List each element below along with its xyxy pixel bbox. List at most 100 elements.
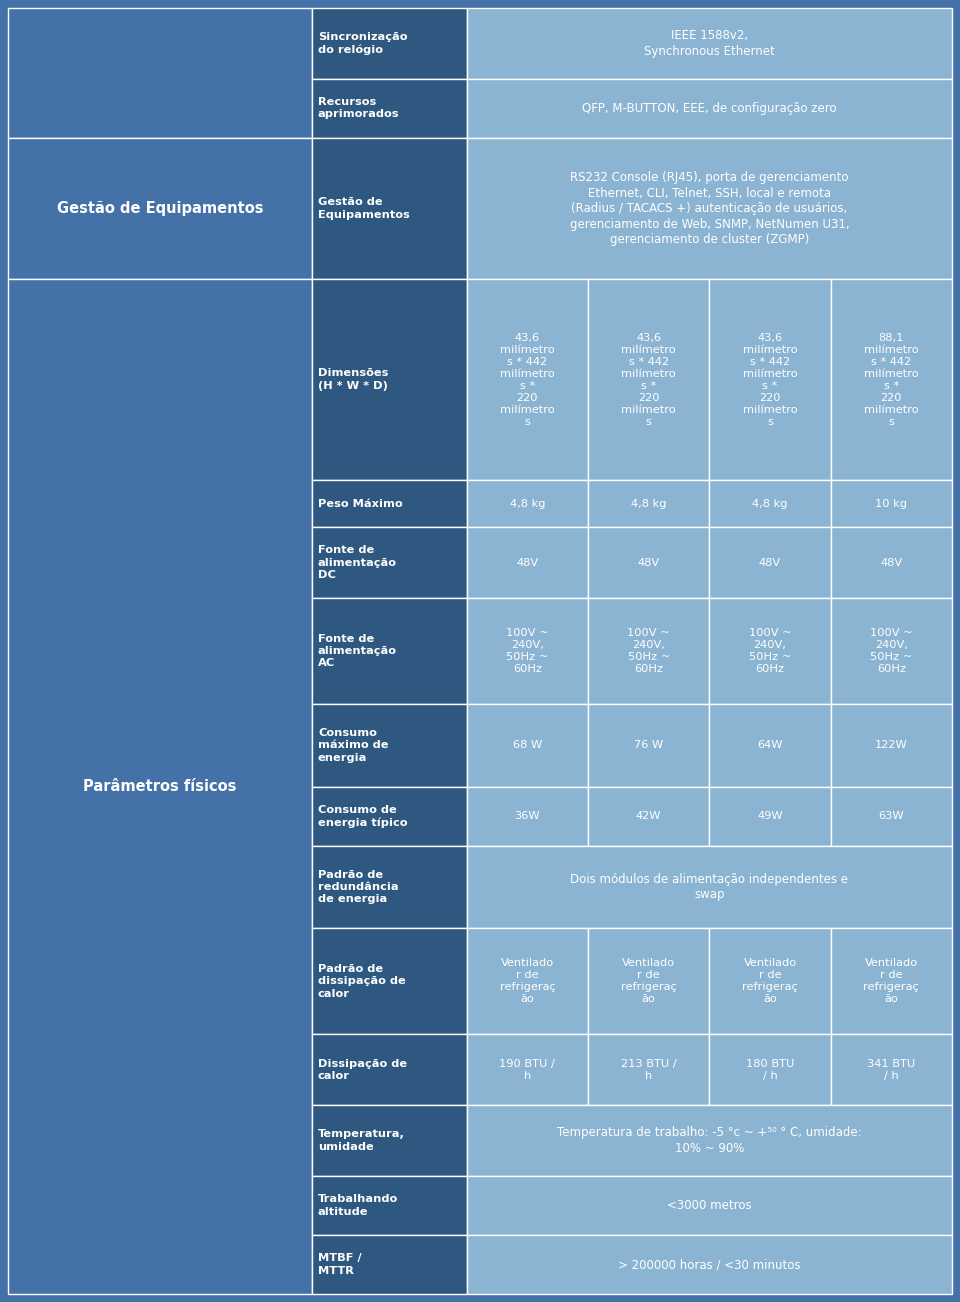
Bar bbox=[312, 786, 467, 846]
Bar bbox=[588, 527, 709, 598]
Text: 180 BTU
/ h: 180 BTU / h bbox=[746, 1059, 794, 1081]
Text: 213 BTU /
h: 213 BTU / h bbox=[621, 1059, 677, 1081]
Text: > 200000 horas / <30 minutos: > 200000 horas / <30 minutos bbox=[618, 1258, 801, 1271]
Text: 48V: 48V bbox=[759, 557, 781, 568]
Bar bbox=[467, 79, 952, 138]
Bar bbox=[312, 846, 467, 928]
Bar bbox=[312, 79, 467, 138]
Bar bbox=[588, 1035, 709, 1105]
Bar bbox=[467, 1105, 952, 1176]
Bar bbox=[467, 704, 588, 786]
Text: Ventilado
r de
refrigeraç
ão: Ventilado r de refrigeraç ão bbox=[863, 958, 920, 1004]
Bar bbox=[830, 480, 952, 527]
Bar bbox=[312, 1176, 467, 1236]
Bar bbox=[312, 928, 467, 1035]
Bar bbox=[709, 1035, 830, 1105]
Bar bbox=[312, 704, 467, 786]
Text: Ventilado
r de
refrigeraç
ão: Ventilado r de refrigeraç ão bbox=[499, 958, 555, 1004]
Text: 49W: 49W bbox=[757, 811, 782, 822]
Bar bbox=[467, 928, 588, 1035]
Bar bbox=[467, 1236, 952, 1294]
Bar bbox=[8, 280, 312, 1294]
Text: RS232 Console (RJ45), porta de gerenciamento
Ethernet, CLI, Telnet, SSH, local e: RS232 Console (RJ45), porta de gerenciam… bbox=[569, 171, 850, 246]
Bar bbox=[467, 1035, 588, 1105]
Bar bbox=[312, 8, 467, 79]
Text: Consumo
máximo de
energia: Consumo máximo de energia bbox=[318, 728, 389, 763]
Bar bbox=[8, 8, 312, 138]
Bar bbox=[709, 704, 830, 786]
Bar bbox=[467, 8, 952, 79]
Bar bbox=[467, 786, 588, 846]
Text: Gestão de Equipamentos: Gestão de Equipamentos bbox=[57, 201, 263, 216]
Bar bbox=[467, 138, 952, 280]
Bar bbox=[830, 598, 952, 704]
Text: 76 W: 76 W bbox=[635, 741, 663, 750]
Text: 48V: 48V bbox=[637, 557, 660, 568]
Text: QFP, M-BUTTON, EEE, de configuração zero: QFP, M-BUTTON, EEE, de configuração zero bbox=[582, 102, 837, 115]
Text: 341 BTU
/ h: 341 BTU / h bbox=[867, 1059, 916, 1081]
Text: 190 BTU /
h: 190 BTU / h bbox=[499, 1059, 556, 1081]
Text: 68 W: 68 W bbox=[513, 741, 542, 750]
Text: Fonte de
alimentação
DC: Fonte de alimentação DC bbox=[318, 546, 397, 579]
Text: 64W: 64W bbox=[757, 741, 782, 750]
Text: 122W: 122W bbox=[875, 741, 908, 750]
Text: Padrão de
redundância
de energia: Padrão de redundância de energia bbox=[318, 870, 398, 905]
Text: 43,6
milímetro
s * 442
milímetro
s *
220
milímetro
s: 43,6 milímetro s * 442 milímetro s * 220… bbox=[621, 332, 676, 427]
Text: Recursos
aprimorados: Recursos aprimorados bbox=[318, 98, 399, 120]
Bar bbox=[312, 1035, 467, 1105]
Text: 100V ~
240V,
50Hz ~
60Hz: 100V ~ 240V, 50Hz ~ 60Hz bbox=[628, 628, 670, 674]
Text: 88,1
milímetro
s * 442
milímetro
s *
220
milímetro
s: 88,1 milímetro s * 442 milímetro s * 220… bbox=[864, 332, 919, 427]
Text: 4,8 kg: 4,8 kg bbox=[753, 499, 788, 509]
Text: 43,6
milímetro
s * 442
milímetro
s *
220
milímetro
s: 43,6 milímetro s * 442 milímetro s * 220… bbox=[500, 332, 555, 427]
Bar bbox=[312, 1236, 467, 1294]
Text: 42W: 42W bbox=[636, 811, 661, 822]
Bar bbox=[467, 527, 588, 598]
Text: Parâmetros físicos: Parâmetros físicos bbox=[84, 779, 237, 794]
Text: Dissipação de
calor: Dissipação de calor bbox=[318, 1059, 407, 1081]
Text: Fonte de
alimentação
AC: Fonte de alimentação AC bbox=[318, 634, 397, 668]
Text: 100V ~
240V,
50Hz ~
60Hz: 100V ~ 240V, 50Hz ~ 60Hz bbox=[506, 628, 549, 674]
Text: Padrão de
dissipação de
calor: Padrão de dissipação de calor bbox=[318, 963, 406, 999]
Bar bbox=[709, 280, 830, 480]
Bar bbox=[830, 704, 952, 786]
Text: 48V: 48V bbox=[516, 557, 539, 568]
Bar bbox=[588, 280, 709, 480]
Text: Gestão de
Equipamentos: Gestão de Equipamentos bbox=[318, 198, 410, 220]
Bar bbox=[709, 786, 830, 846]
Bar bbox=[830, 527, 952, 598]
Text: 43,6
milímetro
s * 442
milímetro
s *
220
milímetro
s: 43,6 milímetro s * 442 milímetro s * 220… bbox=[743, 332, 798, 427]
Bar bbox=[312, 280, 467, 480]
Text: 100V ~
240V,
50Hz ~
60Hz: 100V ~ 240V, 50Hz ~ 60Hz bbox=[870, 628, 913, 674]
Bar bbox=[830, 928, 952, 1035]
Bar bbox=[709, 598, 830, 704]
Text: 100V ~
240V,
50Hz ~
60Hz: 100V ~ 240V, 50Hz ~ 60Hz bbox=[749, 628, 791, 674]
Bar bbox=[467, 1176, 952, 1236]
Text: 4,8 kg: 4,8 kg bbox=[631, 499, 666, 509]
Text: 63W: 63W bbox=[878, 811, 904, 822]
Bar bbox=[588, 480, 709, 527]
Text: 36W: 36W bbox=[515, 811, 540, 822]
Text: MTBF /
MTTR: MTBF / MTTR bbox=[318, 1254, 362, 1276]
Bar bbox=[588, 786, 709, 846]
Bar bbox=[467, 598, 588, 704]
Bar bbox=[830, 786, 952, 846]
Bar bbox=[312, 1105, 467, 1176]
Bar bbox=[709, 480, 830, 527]
Bar bbox=[312, 138, 467, 280]
Bar bbox=[312, 598, 467, 704]
Text: IEEE 1588v2,
Synchronous Ethernet: IEEE 1588v2, Synchronous Ethernet bbox=[644, 29, 775, 57]
Bar bbox=[312, 527, 467, 598]
Bar bbox=[467, 480, 588, 527]
Text: Dimensões
(H * W * D): Dimensões (H * W * D) bbox=[318, 368, 389, 391]
Bar bbox=[588, 928, 709, 1035]
Bar bbox=[830, 1035, 952, 1105]
Bar bbox=[830, 280, 952, 480]
Text: Ventilado
r de
refrigeraç
ão: Ventilado r de refrigeraç ão bbox=[621, 958, 677, 1004]
Bar bbox=[8, 138, 312, 280]
Text: Ventilado
r de
refrigeraç
ão: Ventilado r de refrigeraç ão bbox=[742, 958, 798, 1004]
Text: Peso Máximo: Peso Máximo bbox=[318, 499, 402, 509]
Bar bbox=[588, 598, 709, 704]
Text: Sincronização
do relógio: Sincronização do relógio bbox=[318, 31, 407, 55]
Bar bbox=[588, 704, 709, 786]
Bar bbox=[467, 280, 588, 480]
